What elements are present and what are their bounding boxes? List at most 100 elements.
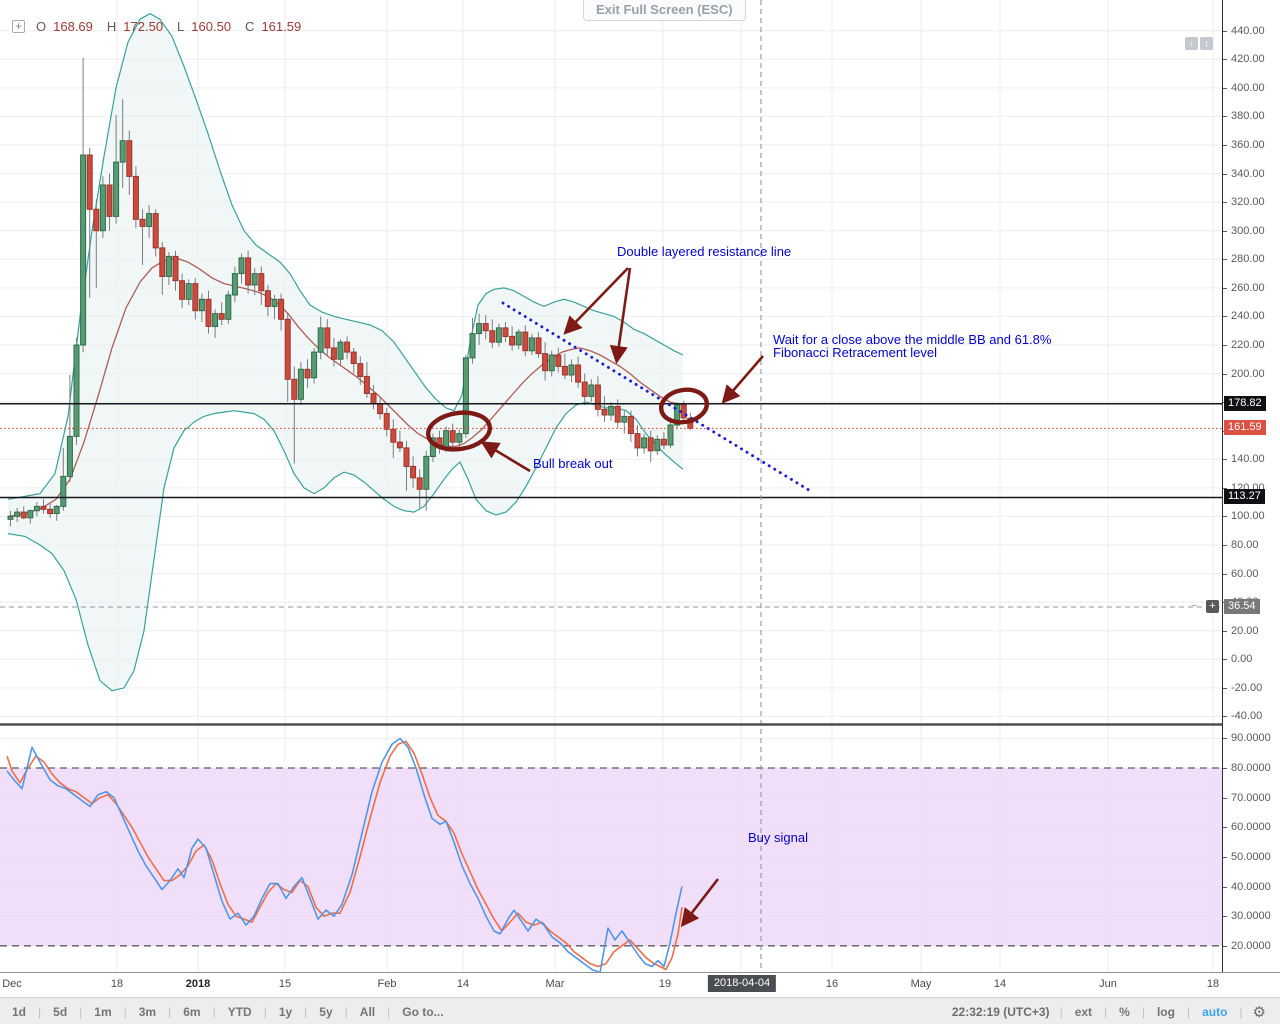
mode-button-percent[interactable]: % [1119, 1004, 1130, 1019]
price-tick-label: 420.00 [1231, 53, 1265, 65]
time-tick-label: Mar [545, 978, 565, 990]
toolbar-separator: | [304, 1004, 308, 1019]
jump-to-latest-icon[interactable]: ↓ [1185, 37, 1198, 50]
stoch-tick-label: 50.0000 [1231, 851, 1271, 863]
price-tick-mark [1223, 59, 1227, 60]
range-button-1m[interactable]: 1m [94, 1004, 112, 1019]
auto-scale-button[interactable]: auto [1202, 1004, 1228, 1019]
toolbar-separator: | [1239, 1004, 1243, 1019]
autoscale-icon[interactable]: ↕ [1200, 37, 1213, 50]
price-tick-mark [1223, 31, 1227, 32]
price-tick-mark [1223, 259, 1227, 260]
crosshair-date-label: 2018-04-04 [707, 975, 777, 992]
stoch-tick-mark [1223, 887, 1227, 888]
mode-button-ext[interactable]: ext [1074, 1004, 1093, 1019]
toolbar-separator: | [344, 1004, 348, 1019]
range-button-1y[interactable]: 1y [278, 1004, 293, 1019]
price-tick-label: 0.00 [1231, 653, 1253, 665]
price-tick-mark [1223, 316, 1227, 317]
toolbar-separator: | [1141, 1004, 1145, 1019]
price-tick-mark [1223, 88, 1227, 89]
chart-canvas[interactable] [0, 0, 1222, 972]
stoch-tick-label: 20.0000 [1231, 940, 1271, 952]
toolbar-separator: | [123, 1004, 127, 1019]
price-tick-label: 400.00 [1231, 82, 1265, 94]
stoch-tick-mark [1223, 768, 1227, 769]
range-button-ytd[interactable]: YTD [227, 1004, 252, 1019]
toolbar-separator: | [1059, 1004, 1063, 1019]
exit-fullscreen-tooltip: Exit Full Screen (ESC) [583, 0, 746, 21]
toolbar-separator: | [1104, 1004, 1108, 1019]
stoch-tick-mark [1223, 946, 1227, 947]
time-tick-label: 18 [110, 978, 124, 990]
range-button-5d[interactable]: 5d [53, 1004, 68, 1019]
price-tick-label: 300.00 [1231, 225, 1265, 237]
price-tick-label: 140.00 [1231, 453, 1265, 465]
price-tick-mark [1223, 688, 1227, 689]
range-button-6m[interactable]: 6m [183, 1004, 201, 1019]
range-button-5y[interactable]: 5y [319, 1004, 333, 1019]
toolbar-separator: | [387, 1004, 391, 1019]
price-tick-label: 60.00 [1231, 568, 1259, 580]
annotation-wait-line2: Fibonacci Retracement level [773, 345, 938, 360]
time-tick-label: Feb [377, 978, 397, 990]
range-selector: 1d | 5d | 1m | 3m | 6m | YTD | 1y | 5y | All | Go to... [0, 1005, 456, 1019]
price-tick-mark [1223, 574, 1227, 575]
toolbar-separator: | [263, 1004, 267, 1019]
price-tick-mark [1223, 231, 1227, 232]
time-tick-label: 14 [456, 978, 470, 990]
add-order-plus-icon[interactable]: + [1206, 600, 1219, 614]
time-tick-label: 16 [825, 978, 839, 990]
close-label: C [245, 19, 255, 34]
open-label: O [36, 19, 47, 34]
price-tick-mark [1223, 345, 1227, 346]
price-tick-label: 380.00 [1231, 110, 1265, 122]
stoch-tick-mark [1223, 857, 1227, 858]
price-tick-label: 320.00 [1231, 196, 1265, 208]
price-tick-label: 280.00 [1231, 253, 1265, 265]
settings-gear-icon[interactable]: ⚙ [1252, 1003, 1266, 1021]
ohlc-legend: + O 168.69 H 172.50 L 160.50 C 161.59 [12, 19, 301, 34]
toolbar-separator: | [168, 1004, 172, 1019]
time-tick-label: Dec [2, 978, 22, 990]
stoch-tick-label: 60.0000 [1231, 821, 1271, 833]
price-tick-label: -40.00 [1231, 710, 1263, 722]
price-tick-label: 440.00 [1231, 25, 1265, 37]
low-label: L [177, 19, 185, 34]
stoch-tick-mark [1223, 798, 1227, 799]
stoch-tick-label: 80.0000 [1231, 762, 1271, 774]
price-tick-mark [1223, 145, 1227, 146]
close-value: 161.59 [261, 19, 302, 34]
stoch-tick-mark [1223, 827, 1227, 828]
price-label-crosshair: 36.54 [1224, 599, 1260, 614]
time-tick-label: Jun [1099, 978, 1117, 990]
price-tick-mark [1223, 116, 1227, 117]
time-tick-label: 2018 [185, 978, 211, 990]
price-tick-label: 340.00 [1231, 168, 1265, 180]
price-tick-mark [1223, 174, 1227, 175]
price-tick-label: 200.00 [1231, 368, 1265, 380]
time-tick-label: 19 [658, 978, 672, 990]
low-value: 160.50 [191, 19, 232, 34]
annotation-wait-line1: Wait for a close above the middle BB and… [773, 332, 1052, 347]
annotation-buy-signal: Buy signal [748, 830, 808, 845]
range-button-1d[interactable]: 1d [12, 1004, 27, 1019]
stoch-tick-label: 40.0000 [1231, 881, 1271, 893]
price-tick-mark [1223, 202, 1227, 203]
price-axis[interactable]: 440.00 420.00 400.00 380.00 360.00 340.0… [1222, 0, 1280, 972]
details-plus-icon[interactable]: + [12, 20, 25, 33]
clock-label: 22:32:19 (UTC+3) [951, 1004, 1050, 1019]
price-tick-label: 260.00 [1231, 282, 1265, 294]
range-button-all[interactable]: All [359, 1004, 376, 1019]
goto-button[interactable]: Go to... [402, 1004, 444, 1019]
price-label-last: 161.59 [1224, 420, 1266, 435]
annotation-resistance: Double layered resistance line [617, 244, 792, 259]
time-axis[interactable]: Dec 18 2018 15 Feb 14 Mar 19 2018-04-04 16 May 14 Ju… [0, 972, 1280, 998]
stoch-tick-label: 90.0000 [1231, 732, 1271, 744]
toolbar-separator: | [38, 1004, 42, 1019]
price-label-resistance: 178.82 [1224, 396, 1266, 411]
mode-button-log[interactable]: log [1156, 1004, 1175, 1019]
time-tick-label: 18 [1206, 978, 1220, 990]
range-button-3m[interactable]: 3m [138, 1004, 157, 1019]
price-tick-label: 240.00 [1231, 310, 1265, 322]
